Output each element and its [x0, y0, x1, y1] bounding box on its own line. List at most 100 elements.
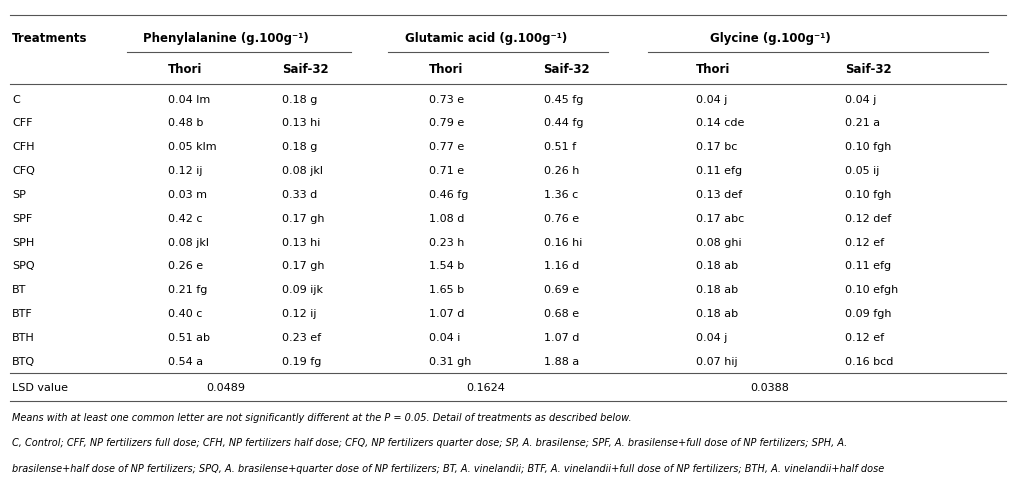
- Text: SPF: SPF: [12, 214, 33, 224]
- Text: 0.0388: 0.0388: [751, 383, 789, 393]
- Text: brasilense+half dose of NP fertilizers; SPQ, A. brasilense+quarter dose of NP fe: brasilense+half dose of NP fertilizers; …: [12, 464, 885, 474]
- Text: 0.17 gh: 0.17 gh: [282, 214, 325, 224]
- Text: 0.42 c: 0.42 c: [168, 214, 202, 224]
- Text: 0.76 e: 0.76 e: [544, 214, 579, 224]
- Text: 0.0489: 0.0489: [206, 383, 245, 393]
- Text: 0.11 efg: 0.11 efg: [845, 261, 891, 271]
- Text: 1.88 a: 1.88 a: [544, 357, 579, 366]
- Text: 1.08 d: 1.08 d: [429, 214, 464, 224]
- Text: Glutamic acid (g.100g⁻¹): Glutamic acid (g.100g⁻¹): [404, 33, 567, 45]
- Text: Glycine (g.100g⁻¹): Glycine (g.100g⁻¹): [710, 33, 830, 45]
- Text: Saif-32: Saif-32: [845, 63, 892, 75]
- Text: 0.12 def: 0.12 def: [845, 214, 892, 224]
- Text: Saif-32: Saif-32: [282, 63, 329, 75]
- Text: Thori: Thori: [696, 63, 731, 75]
- Text: 0.18 g: 0.18 g: [282, 142, 318, 152]
- Text: 0.51 ab: 0.51 ab: [168, 333, 209, 343]
- Text: 0.16 bcd: 0.16 bcd: [845, 357, 894, 366]
- Text: 0.54 a: 0.54 a: [168, 357, 203, 366]
- Text: 0.16 hi: 0.16 hi: [544, 238, 582, 247]
- Text: 0.11 efg: 0.11 efg: [696, 166, 742, 176]
- Text: 0.12 ef: 0.12 ef: [845, 238, 885, 247]
- Text: 0.12 ij: 0.12 ij: [168, 166, 202, 176]
- Text: 0.14 cde: 0.14 cde: [696, 119, 745, 128]
- Text: 0.05 ij: 0.05 ij: [845, 166, 880, 176]
- Text: 0.73 e: 0.73 e: [429, 95, 464, 104]
- Text: 1.65 b: 1.65 b: [429, 285, 464, 295]
- Text: Thori: Thori: [168, 63, 202, 75]
- Text: 1.36 c: 1.36 c: [544, 190, 578, 200]
- Text: 0.04 j: 0.04 j: [696, 333, 727, 343]
- Text: 0.18 ab: 0.18 ab: [696, 261, 738, 271]
- Text: 0.45 fg: 0.45 fg: [544, 95, 583, 104]
- Text: 0.26 h: 0.26 h: [544, 166, 579, 176]
- Text: 0.18 ab: 0.18 ab: [696, 285, 738, 295]
- Text: 1.16 d: 1.16 d: [544, 261, 579, 271]
- Text: 0.48 b: 0.48 b: [168, 119, 203, 128]
- Text: 0.69 e: 0.69 e: [544, 285, 579, 295]
- Text: CFF: CFF: [12, 119, 33, 128]
- Text: 0.18 ab: 0.18 ab: [696, 309, 738, 319]
- Text: LSD value: LSD value: [12, 383, 68, 393]
- Text: 0.23 ef: 0.23 ef: [282, 333, 322, 343]
- Text: 0.04 i: 0.04 i: [429, 333, 460, 343]
- Text: 0.08 ghi: 0.08 ghi: [696, 238, 742, 247]
- Text: 0.40 c: 0.40 c: [168, 309, 202, 319]
- Text: 0.12 ef: 0.12 ef: [845, 333, 885, 343]
- Text: Thori: Thori: [429, 63, 463, 75]
- Text: 0.03 m: 0.03 m: [168, 190, 206, 200]
- Text: 0.10 fgh: 0.10 fgh: [845, 190, 892, 200]
- Text: BT: BT: [12, 285, 26, 295]
- Text: Treatments: Treatments: [12, 33, 87, 45]
- Text: 0.09 ijk: 0.09 ijk: [282, 285, 323, 295]
- Text: 0.12 ij: 0.12 ij: [282, 309, 317, 319]
- Text: CFH: CFH: [12, 142, 35, 152]
- Text: 1.07 d: 1.07 d: [429, 309, 464, 319]
- Text: 0.33 d: 0.33 d: [282, 190, 318, 200]
- Text: 0.51 f: 0.51 f: [544, 142, 576, 152]
- Text: 0.04 j: 0.04 j: [696, 95, 727, 104]
- Text: 0.21 a: 0.21 a: [845, 119, 881, 128]
- Text: 0.26 e: 0.26 e: [168, 261, 203, 271]
- Text: BTQ: BTQ: [12, 357, 36, 366]
- Text: BTH: BTH: [12, 333, 35, 343]
- Text: 0.08 jkl: 0.08 jkl: [282, 166, 323, 176]
- Text: 1.07 d: 1.07 d: [544, 333, 579, 343]
- Text: 0.07 hij: 0.07 hij: [696, 357, 738, 366]
- Text: 0.04 j: 0.04 j: [845, 95, 877, 104]
- Text: SPH: SPH: [12, 238, 35, 247]
- Text: 0.17 gh: 0.17 gh: [282, 261, 325, 271]
- Text: BTF: BTF: [12, 309, 33, 319]
- Text: CFQ: CFQ: [12, 166, 36, 176]
- Text: SPQ: SPQ: [12, 261, 35, 271]
- Text: 0.10 fgh: 0.10 fgh: [845, 142, 892, 152]
- Text: 0.68 e: 0.68 e: [544, 309, 579, 319]
- Text: 0.18 g: 0.18 g: [282, 95, 318, 104]
- Text: 0.10 efgh: 0.10 efgh: [845, 285, 898, 295]
- Text: 0.1624: 0.1624: [466, 383, 505, 393]
- Text: C: C: [12, 95, 20, 104]
- Text: 1.54 b: 1.54 b: [429, 261, 464, 271]
- Text: 0.19 fg: 0.19 fg: [282, 357, 322, 366]
- Text: 0.46 fg: 0.46 fg: [429, 190, 468, 200]
- Text: 0.08 jkl: 0.08 jkl: [168, 238, 208, 247]
- Text: 0.13 hi: 0.13 hi: [282, 238, 321, 247]
- Text: 0.23 h: 0.23 h: [429, 238, 464, 247]
- Text: Saif-32: Saif-32: [544, 63, 590, 75]
- Text: 0.77 e: 0.77 e: [429, 142, 464, 152]
- Text: SP: SP: [12, 190, 26, 200]
- Text: 0.05 klm: 0.05 klm: [168, 142, 216, 152]
- Text: 0.44 fg: 0.44 fg: [544, 119, 583, 128]
- Text: C, Control; CFF, NP fertilizers full dose; CFH, NP fertilizers half dose; CFQ, N: C, Control; CFF, NP fertilizers full dos…: [12, 438, 847, 449]
- Text: 0.04 lm: 0.04 lm: [168, 95, 210, 104]
- Text: 0.79 e: 0.79 e: [429, 119, 464, 128]
- Text: 0.09 fgh: 0.09 fgh: [845, 309, 892, 319]
- Text: 0.31 gh: 0.31 gh: [429, 357, 471, 366]
- Text: Means with at least one common letter are not significantly different at the P =: Means with at least one common letter ar…: [12, 413, 632, 423]
- Text: 0.17 bc: 0.17 bc: [696, 142, 738, 152]
- Text: 0.13 def: 0.13 def: [696, 190, 742, 200]
- Text: 0.17 abc: 0.17 abc: [696, 214, 744, 224]
- Text: 0.71 e: 0.71 e: [429, 166, 464, 176]
- Text: 0.21 fg: 0.21 fg: [168, 285, 207, 295]
- Text: Phenylalanine (g.100g⁻¹): Phenylalanine (g.100g⁻¹): [142, 33, 309, 45]
